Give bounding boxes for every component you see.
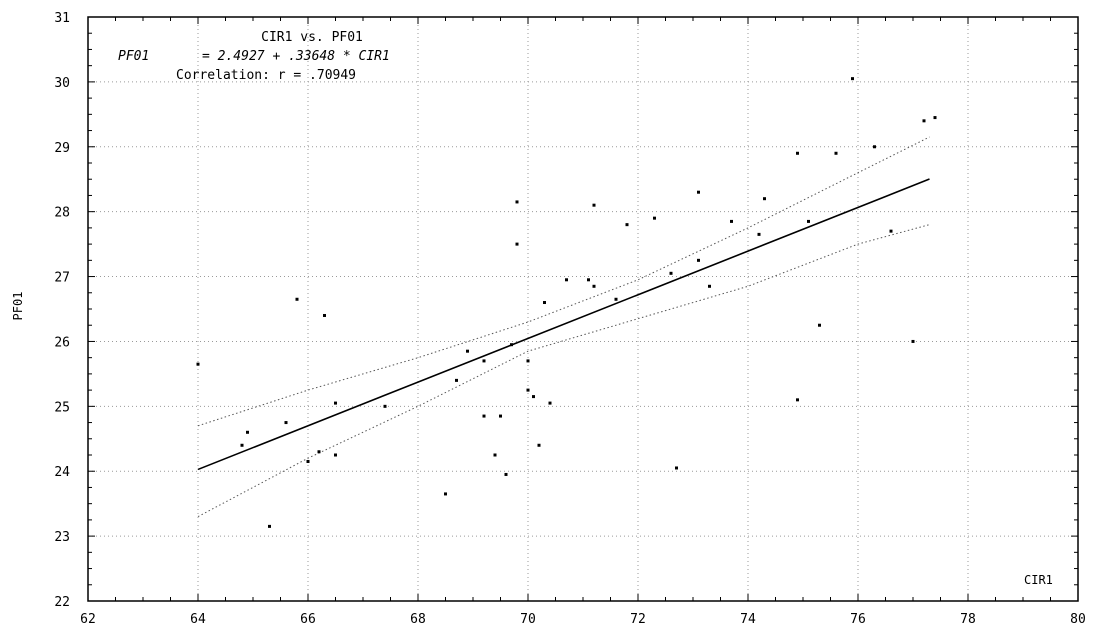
data-point — [818, 323, 821, 327]
data-point — [933, 116, 937, 120]
confidence-lower — [197, 224, 930, 518]
equation-rhs: = 2.4927 + .33648 * CIR1 — [202, 49, 390, 64]
data-point — [851, 77, 854, 81]
data-point — [196, 362, 200, 366]
y-tick-label: 24 — [54, 465, 70, 480]
data-point — [889, 229, 893, 233]
data-point — [526, 359, 530, 363]
data-point — [466, 349, 469, 353]
data-point — [653, 216, 656, 220]
data-point — [444, 492, 447, 496]
data-point — [537, 443, 541, 447]
y-tick-label: 30 — [54, 76, 70, 91]
x-tick-label: 64 — [190, 612, 206, 627]
y-tick-label: 23 — [54, 530, 70, 545]
equation-lhs: PF01 — [118, 49, 149, 64]
y-axis-title: PF01 — [11, 292, 25, 321]
x-tick-label: 66 — [300, 612, 316, 627]
correlation-label: Correlation: r = .70949 — [176, 68, 356, 83]
data-point — [565, 278, 568, 282]
chart-title: CIR1 vs. PF01 — [261, 30, 363, 45]
data-point — [526, 388, 530, 392]
data-point — [493, 453, 497, 457]
x-tick-label: 70 — [520, 612, 536, 627]
axes — [87, 16, 1079, 602]
data-point — [757, 232, 761, 236]
data-point — [510, 343, 513, 347]
tick-labels: 62 64 66 68 70 72 74 76 78 80 22 23 24 25 26 27 28 29 30 31 — [54, 11, 1085, 627]
data-point — [268, 524, 271, 528]
confidence-upper — [197, 136, 930, 427]
data-point — [334, 401, 337, 405]
fitted-line — [197, 178, 930, 471]
y-tick-label: 28 — [54, 206, 70, 221]
data-point — [763, 197, 766, 201]
data-point — [592, 284, 596, 288]
data-point — [730, 219, 733, 223]
y-tick-label: 29 — [54, 141, 70, 156]
y-tick-label: 31 — [54, 11, 70, 26]
data-point — [796, 151, 799, 155]
data-point — [697, 190, 700, 194]
data-point — [587, 278, 590, 282]
data-point — [708, 284, 711, 288]
data-point — [284, 421, 288, 425]
data-point — [697, 258, 700, 262]
x-tick-label: 68 — [410, 612, 426, 627]
confidence-band — [197, 136, 930, 518]
x-tick-label: 72 — [630, 612, 646, 627]
data-point — [246, 430, 249, 434]
data-point — [455, 378, 458, 382]
data-point — [911, 339, 915, 343]
data-point — [922, 119, 926, 123]
data-points — [196, 77, 937, 528]
y-tick-label: 27 — [54, 271, 70, 286]
data-point — [482, 414, 486, 418]
y-tick-label: 22 — [54, 595, 70, 610]
data-point — [669, 271, 673, 275]
x-tick-label: 80 — [1070, 612, 1086, 627]
x-tick-label: 62 — [80, 612, 96, 627]
data-point — [548, 401, 552, 405]
data-point — [807, 219, 810, 223]
data-point — [614, 297, 618, 301]
grid — [88, 17, 1078, 601]
data-point — [532, 395, 535, 399]
data-point — [317, 450, 321, 454]
data-point — [796, 398, 799, 402]
data-point — [306, 459, 310, 463]
data-point — [675, 466, 678, 470]
data-point — [499, 414, 502, 418]
data-point — [515, 200, 519, 204]
plot-frame — [87, 16, 1079, 602]
data-point — [482, 359, 486, 363]
data-point — [504, 472, 508, 476]
data-point — [592, 203, 596, 207]
data-point — [515, 242, 519, 246]
x-axis-title: CIR1 — [1024, 573, 1053, 587]
data-point — [383, 404, 387, 408]
data-point — [873, 145, 876, 149]
data-point — [334, 453, 337, 457]
x-tick-label: 74 — [740, 612, 756, 627]
data-point — [240, 443, 244, 447]
data-point — [834, 151, 838, 155]
data-point — [323, 313, 326, 317]
data-point — [295, 297, 299, 301]
regression-line — [197, 178, 930, 471]
y-tick-label: 26 — [54, 335, 70, 350]
data-point — [625, 223, 629, 227]
y-tick-label: 25 — [54, 400, 70, 415]
x-tick-label: 78 — [960, 612, 976, 627]
x-tick-label: 76 — [850, 612, 866, 627]
data-point — [543, 301, 546, 305]
